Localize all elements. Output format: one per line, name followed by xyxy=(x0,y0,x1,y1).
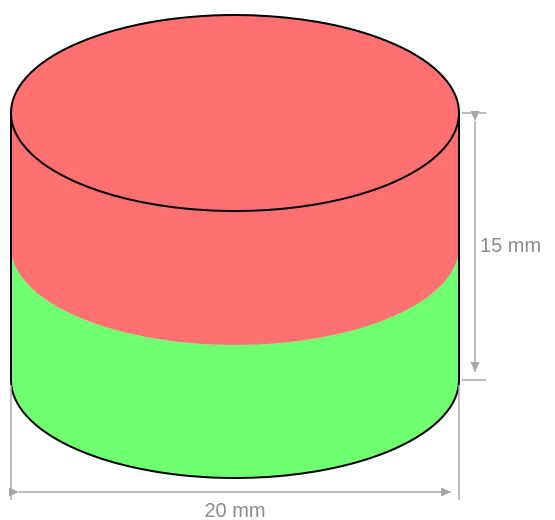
top-face xyxy=(11,15,459,211)
north-pole-half xyxy=(11,113,459,345)
height-label: 15 mm xyxy=(480,235,541,257)
diameter-label: 20 mm xyxy=(204,500,265,520)
cylinder-side-outline xyxy=(10,113,460,479)
south-pole-half xyxy=(11,247,459,478)
